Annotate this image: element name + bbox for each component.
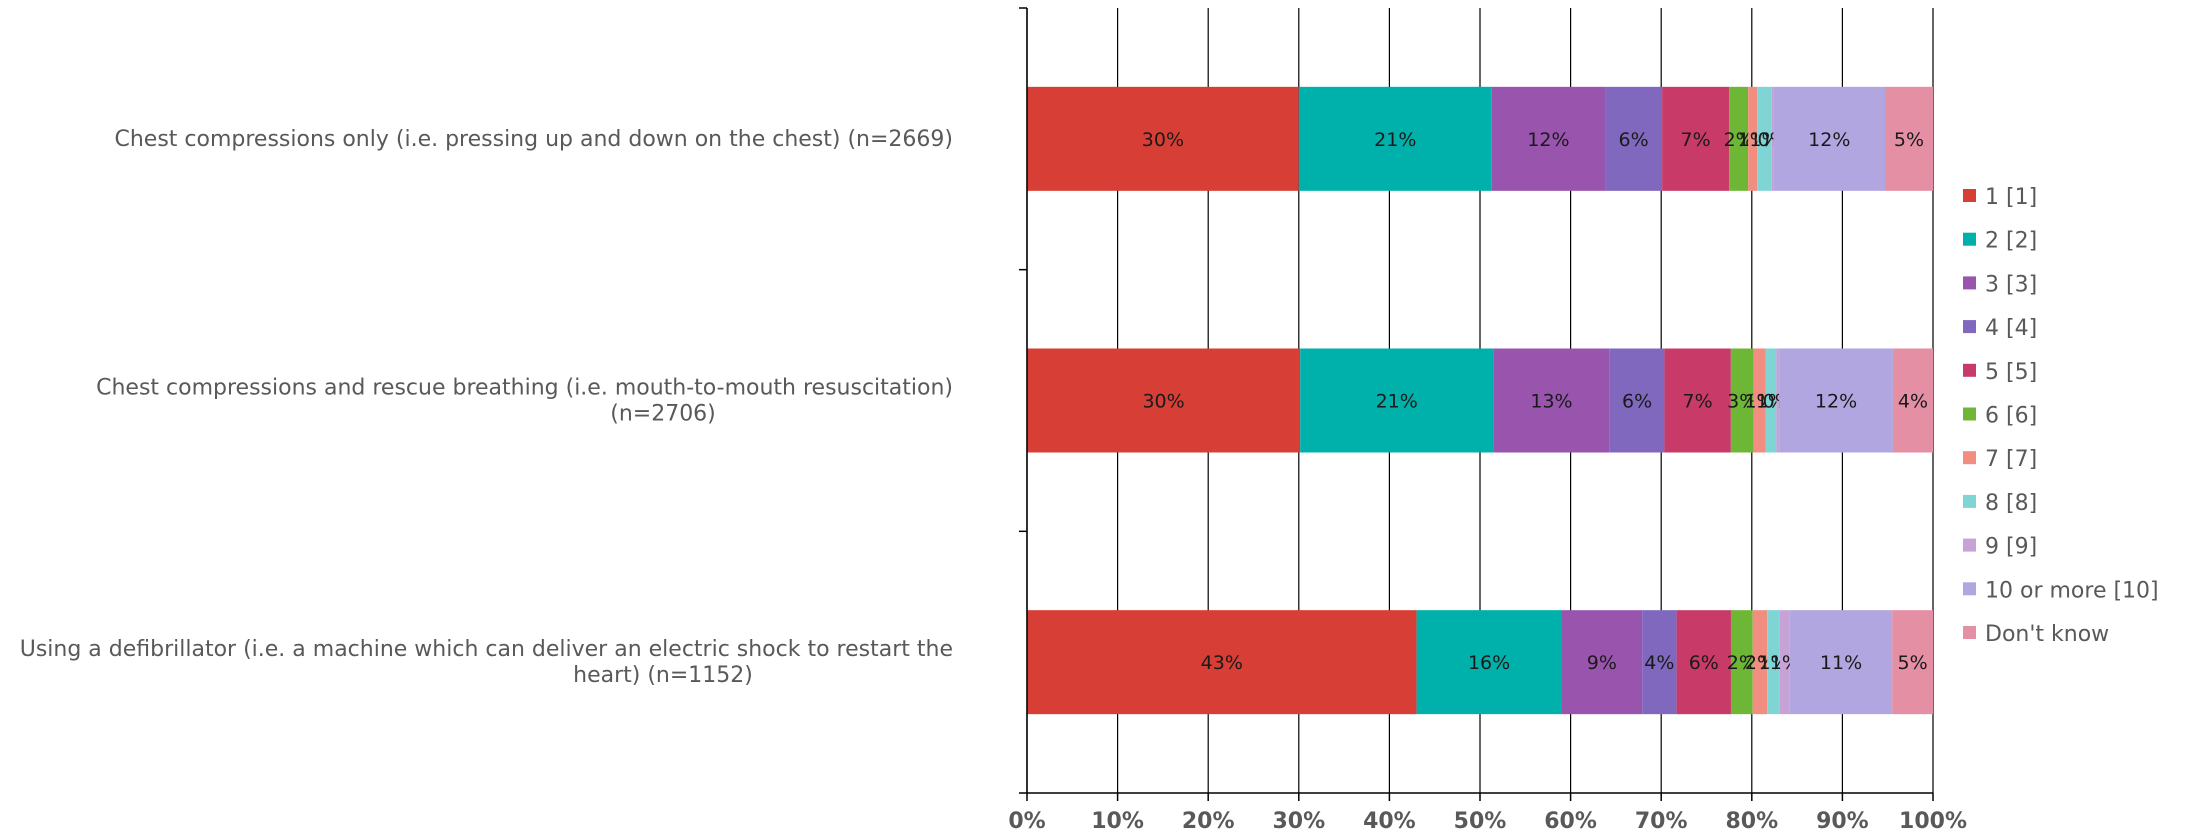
bar-segment: [1729, 86, 1749, 191]
x-tick-label: 60%: [1544, 809, 1597, 829]
bar-segment: [1298, 86, 1492, 191]
bar-segment: [1027, 86, 1299, 191]
bar-segment: [1884, 86, 1933, 191]
data-label: 12%: [1527, 129, 1569, 151]
data-label: 16%: [1468, 652, 1510, 674]
bar-segment: [1642, 610, 1677, 715]
legend-swatch: [1963, 451, 1976, 465]
bar-segment: [1752, 610, 1768, 715]
category-label: Chest compressions and rescue breathing …: [96, 376, 953, 427]
bar-segment: [1779, 348, 1893, 453]
legend-label: 6 [6]: [1985, 404, 2037, 429]
bar-segment: [1027, 348, 1301, 453]
data-label: 7%: [1683, 391, 1713, 413]
data-label: 5%: [1898, 652, 1928, 674]
bar-segment: [1676, 610, 1731, 715]
data-label: 2%: [1724, 129, 1754, 151]
legend-swatch: [1963, 626, 1976, 639]
legend-swatch: [1963, 538, 1976, 552]
bar-segment: [1776, 348, 1780, 453]
bar-segment: [1771, 86, 1774, 191]
legend-swatch: [1963, 582, 1976, 596]
legend-swatch: [1963, 407, 1976, 421]
legend-swatch: [1963, 320, 1976, 334]
data-label: 12%: [1808, 129, 1850, 151]
data-label: 12%: [1815, 391, 1857, 413]
legend: 1 [1] 2 [2] 3 [3] 4 [4] 5 [5] 6 [6] 7 [7] 8 [8]…: [1963, 185, 2159, 647]
bar-segment: [1491, 86, 1606, 191]
legend-label: 8 [8]: [1985, 491, 2037, 516]
bar-segment: [1730, 610, 1753, 715]
legend-label: 5 [5]: [1985, 360, 2037, 385]
data-label: 6%: [1618, 129, 1648, 151]
bar-segment: [1416, 610, 1562, 715]
legend-swatch: [1963, 276, 1976, 290]
data-label: 13%: [1530, 391, 1572, 413]
legend-swatch: [1963, 363, 1976, 377]
category-label: Using a defibrillator (i.e. a machine wh…: [20, 637, 953, 688]
x-tick-label: 80%: [1725, 809, 1778, 829]
bar-segment: [1757, 86, 1772, 191]
data-label: 3%: [1727, 391, 1757, 413]
bar-segment: [1789, 610, 1893, 715]
bar-segment: [1605, 86, 1663, 191]
x-tick-label: 40%: [1363, 809, 1416, 829]
data-label: 4%: [1898, 391, 1928, 413]
category-label: Chest compressions only (i.e. pressing u…: [114, 127, 953, 152]
axes: 0% 10% 20% 30% 40% 50% 60% 70% 80% 90% 100%: [1008, 7, 1967, 829]
bar-segment: [1748, 86, 1758, 191]
bar-segment: [1765, 348, 1777, 453]
data-label: 5%: [1894, 129, 1924, 151]
bar-segment: [1773, 86, 1885, 191]
data-label: 43%: [1201, 652, 1243, 674]
bar-segment: [1300, 348, 1494, 453]
legend-label: 1 [1]: [1985, 185, 2037, 210]
x-tick-label: 90%: [1816, 809, 1869, 829]
bar-segment: [1609, 348, 1665, 453]
x-tick-label: 20%: [1182, 809, 1235, 829]
data-label: 4%: [1644, 652, 1674, 674]
legend-label: 9 [9]: [1985, 535, 2037, 560]
data-label: 21%: [1374, 129, 1416, 151]
bar-segment: [1779, 610, 1790, 715]
bar-segment: [1892, 348, 1933, 453]
data-label: 7%: [1681, 129, 1711, 151]
data-label: 2%: [1727, 652, 1757, 674]
data-label: 6%: [1689, 652, 1719, 674]
legend-label: 3 [3]: [1985, 272, 2037, 297]
x-tick-label: 10%: [1091, 809, 1144, 829]
x-tick-label: 30%: [1272, 809, 1325, 829]
data-label: 9%: [1587, 652, 1617, 674]
legend-label: 4 [4]: [1985, 316, 2037, 341]
data-label: 21%: [1376, 391, 1418, 413]
x-tick-label: 50%: [1454, 809, 1507, 829]
bar-segment: [1753, 348, 1766, 453]
data-label: 30%: [1142, 129, 1184, 151]
x-tick-label: 100%: [1899, 809, 1967, 829]
legend-swatch: [1963, 232, 1976, 246]
bar-segment: [1027, 610, 1417, 715]
legend-label: 7 [7]: [1985, 447, 2037, 472]
bar-segment: [1892, 610, 1933, 715]
bar-segment: [1493, 348, 1610, 453]
bar-segment: [1767, 610, 1780, 715]
data-label: 30%: [1142, 391, 1184, 413]
legend-swatch: [1963, 189, 1976, 202]
bar-segment: [1730, 348, 1754, 453]
bars: 30% 21% 12% 6% 7% 2%1%1%0% 12% 5%30% 21% 13% 6% 7% 3…: [1027, 86, 1933, 715]
legend-label: 10 or more [10]: [1985, 578, 2159, 603]
category-labels: Chest compressions only (i.e. pressing u…: [20, 127, 953, 688]
legend-label: Don't know: [1985, 622, 2109, 647]
legend-label: 2 [2]: [1985, 229, 2037, 254]
bar-segment: [1662, 86, 1730, 191]
bar-segment: [1561, 610, 1643, 715]
data-label: 11%: [1820, 652, 1862, 674]
bar-segment: [1664, 348, 1731, 453]
x-tick-label: 0%: [1008, 809, 1045, 829]
x-tick-label: 70%: [1635, 809, 1688, 829]
legend-swatch: [1963, 494, 1976, 508]
data-label: 6%: [1622, 391, 1652, 413]
